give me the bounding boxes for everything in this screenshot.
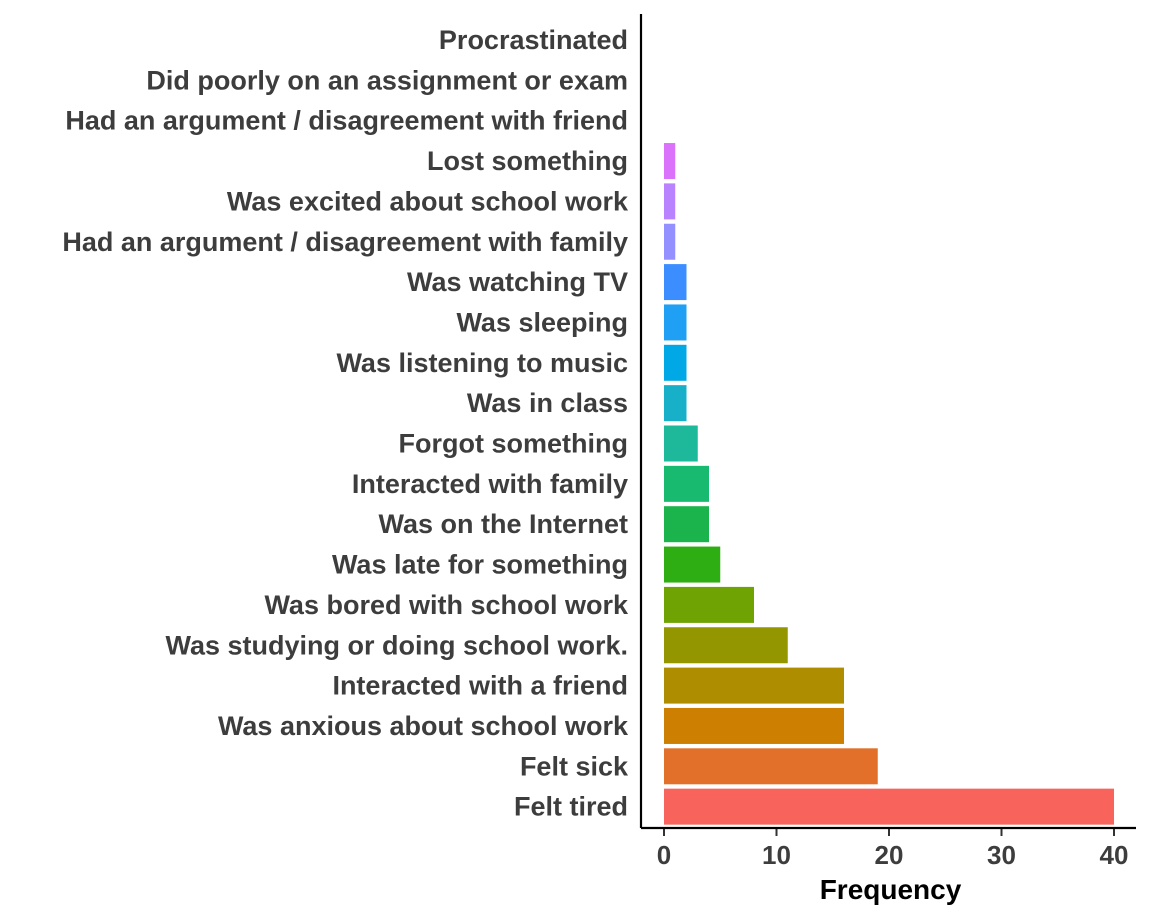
category-label-was-studying-or-doing-school-work: Was studying or doing school work. [165, 630, 628, 660]
category-label-did-poorly-on-an-assignment-or-exam: Did poorly on an assignment or exam [146, 65, 628, 95]
x-axis-title: Frequency [820, 874, 962, 905]
bar-forgot-something [664, 425, 698, 462]
category-label-felt-sick: Felt sick [520, 751, 629, 781]
x-tick-label-30: 30 [987, 840, 1016, 870]
x-axis-ticks: 0 10 20 30 40 [657, 828, 1129, 870]
category-label-was-sleeping: Was sleeping [456, 307, 628, 337]
bar-was-on-the-internet [664, 506, 709, 543]
bar-was-studying-or-doing-school-work [664, 627, 788, 664]
bar-interacted-with-a-friend [664, 667, 844, 704]
category-label-was-excited-about-school-work: Was excited about school work [227, 186, 629, 216]
category-label-was-watching-tv: Was watching TV [407, 267, 628, 297]
bar-was-late-for-something [664, 546, 721, 583]
bar-was-watching-tv [664, 264, 687, 301]
bar-was-bored-with-school-work [664, 586, 754, 623]
bar-lost-something [664, 143, 676, 180]
category-label-was-bored-with-school-work: Was bored with school work [264, 590, 629, 620]
category-label-was-in-class: Was in class [467, 388, 628, 418]
category-label-lost-something: Lost something [427, 146, 628, 176]
x-tick-label-10: 10 [762, 840, 791, 870]
x-tick-label-0: 0 [657, 840, 671, 870]
category-label-was-late-for-something: Was late for something [332, 550, 628, 580]
bars-layer [664, 143, 1114, 825]
category-label-felt-tired: Felt tired [514, 792, 628, 822]
category-label-interacted-with-a-friend: Interacted with a friend [332, 671, 628, 701]
bar-was-excited-about-school-work [664, 183, 676, 220]
bar-was-anxious-about-school-work [664, 707, 844, 744]
category-label-forgot-something: Forgot something [399, 429, 628, 459]
bar-was-in-class [664, 385, 687, 422]
category-label-was-on-the-internet: Was on the Internet [378, 509, 628, 539]
bar-was-listening-to-music [664, 344, 687, 381]
category-labels: Procrastinated Did poorly on an assignmen… [62, 25, 629, 822]
bar-felt-tired [664, 788, 1114, 825]
category-label-was-anxious-about-school-work: Was anxious about school work [218, 711, 629, 741]
bar-felt-sick [664, 748, 878, 785]
x-tick-label-40: 40 [1100, 840, 1129, 870]
x-tick-label-20: 20 [875, 840, 904, 870]
bar-was-sleeping [664, 304, 687, 341]
bar-interacted-with-family [664, 465, 709, 502]
category-label-had-an-argument-disagreement-with-family: Had an argument / disagreement with fami… [62, 227, 628, 257]
category-label-had-an-argument-disagreement-with-friend: Had an argument / disagreement with frie… [65, 106, 628, 136]
category-label-procrastinated: Procrastinated [439, 25, 628, 55]
bar-had-an-argument-disagreement-with-family [664, 223, 676, 260]
category-label-interacted-with-family: Interacted with family [352, 469, 628, 499]
category-label-was-listening-to-music: Was listening to music [336, 348, 628, 378]
